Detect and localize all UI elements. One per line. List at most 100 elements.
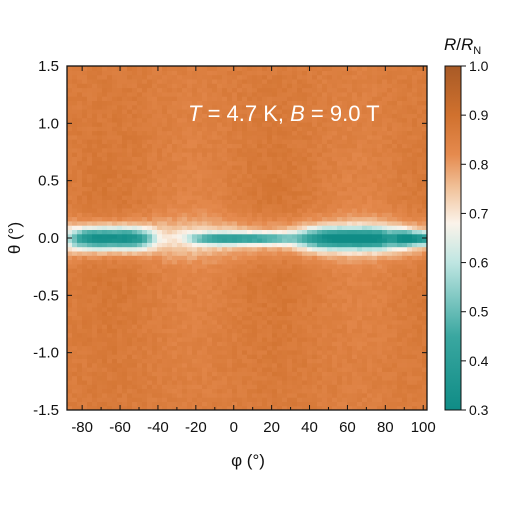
heatmap-cell — [197, 121, 203, 127]
heatmap-cell — [272, 358, 278, 364]
heatmap-cell — [212, 349, 218, 355]
heatmap-cell — [227, 130, 233, 136]
heatmap-cell — [102, 139, 108, 144]
heatmap-cell — [342, 152, 348, 157]
heatmap-cell — [277, 392, 283, 398]
heatmap-cell — [112, 100, 118, 106]
heatmap-cell — [302, 70, 308, 76]
heatmap-cell — [367, 199, 373, 205]
heatmap-cell — [237, 319, 243, 325]
heatmap-cell — [367, 212, 373, 218]
heatmap-cell — [122, 379, 128, 385]
heatmap-cell — [327, 362, 333, 368]
heatmap-cell — [157, 367, 163, 372]
heatmap-cell — [252, 328, 258, 334]
heatmap-cell — [257, 250, 263, 256]
heatmap-cell — [232, 345, 238, 351]
heatmap-cell — [152, 199, 158, 205]
heatmap-cell — [152, 281, 158, 286]
heatmap-cell — [177, 182, 183, 187]
heatmap-cell — [87, 143, 93, 149]
heatmap-cell — [162, 96, 168, 101]
heatmap-cell — [67, 182, 73, 187]
heatmap-cell — [82, 212, 88, 218]
heatmap-cell — [352, 225, 358, 230]
heatmap-cell — [162, 195, 168, 200]
heatmap-cell — [127, 388, 133, 394]
heatmap-cell — [307, 216, 313, 222]
heatmap-cell — [267, 405, 273, 410]
heatmap-cell — [177, 87, 183, 93]
heatmap-cell — [172, 143, 178, 149]
heatmap-cell — [137, 117, 143, 123]
heatmap-cell — [202, 70, 208, 76]
heatmap-cell — [367, 83, 373, 89]
heatmap-cell — [257, 341, 263, 347]
heatmap-cell — [227, 156, 233, 162]
heatmap-cell — [77, 164, 83, 170]
heatmap-cell — [267, 268, 273, 273]
heatmap-cell — [117, 121, 123, 127]
heatmap-cell — [87, 100, 93, 106]
heatmap-cell — [202, 195, 208, 200]
heatmap-cell — [77, 177, 83, 183]
heatmap-cell — [332, 100, 338, 106]
heatmap-cell — [192, 349, 198, 355]
heatmap-cell — [327, 186, 333, 192]
heatmap-cell — [162, 169, 168, 175]
heatmap-cell — [77, 255, 83, 261]
heatmap-cell — [337, 225, 343, 230]
heatmap-cell — [257, 173, 263, 179]
heatmap-cell — [302, 100, 308, 106]
heatmap-cell — [347, 113, 353, 119]
heatmap-cell — [192, 379, 198, 385]
heatmap-cell — [292, 293, 298, 299]
heatmap-cell — [147, 358, 153, 364]
heatmap-cell — [322, 139, 328, 144]
heatmap-cell — [352, 315, 358, 321]
heatmap-cell — [207, 315, 213, 321]
heatmap-cell — [322, 375, 328, 381]
heatmap-cell — [177, 375, 183, 381]
heatmap-cell — [87, 367, 93, 372]
heatmap-cell — [367, 164, 373, 170]
heatmap-cell — [87, 199, 93, 205]
heatmap-cell — [217, 302, 223, 308]
heatmap-cell — [177, 371, 183, 377]
heatmap-cell — [302, 332, 308, 338]
heatmap-cell — [172, 87, 178, 93]
heatmap-cell — [187, 324, 193, 329]
heatmap-cell — [362, 272, 368, 278]
heatmap-cell — [152, 152, 158, 157]
heatmap-cell — [342, 139, 348, 144]
heatmap-cell — [217, 152, 223, 157]
heatmap-cell — [157, 233, 163, 239]
heatmap-cell — [167, 100, 173, 106]
heatmap-cell — [142, 405, 148, 410]
heatmap-cell — [357, 96, 363, 101]
heatmap-cell — [307, 379, 313, 385]
heatmap-cell — [357, 195, 363, 200]
heatmap-cell — [142, 134, 148, 140]
heatmap-cell — [217, 250, 223, 256]
heatmap-cell — [342, 328, 348, 334]
heatmap-cell — [302, 405, 308, 410]
heatmap-cell — [177, 147, 183, 153]
heatmap-cell — [77, 289, 83, 295]
heatmap-cell — [132, 384, 138, 390]
heatmap-cell — [132, 100, 138, 106]
heatmap-cell — [237, 276, 243, 282]
heatmap-cell — [367, 70, 373, 76]
heatmap-cell — [192, 289, 198, 295]
heatmap-cell — [72, 272, 78, 278]
heatmap-cell — [177, 70, 183, 76]
heatmap-cell — [67, 336, 73, 342]
heatmap-cell — [277, 250, 283, 256]
heatmap-cell — [142, 169, 148, 175]
heatmap-cell — [262, 384, 268, 390]
heatmap-cell — [317, 147, 323, 153]
heatmap-cell — [117, 276, 123, 282]
heatmap-cell — [337, 121, 343, 127]
heatmap-cell — [312, 405, 318, 410]
heatmap-cell — [112, 289, 118, 295]
